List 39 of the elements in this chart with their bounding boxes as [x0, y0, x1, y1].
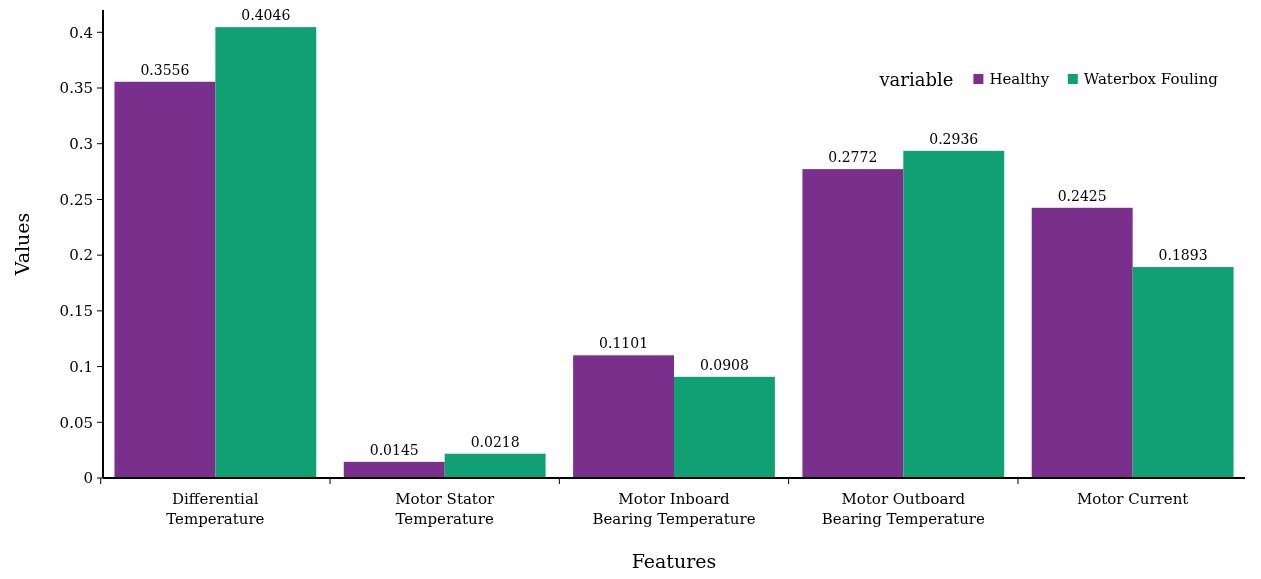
y-tick-label: 0.35 [59, 79, 93, 98]
bar [903, 150, 1005, 478]
data-label: 0.4046 [241, 7, 291, 24]
legend-label: Waterbox Fouling [1083, 70, 1219, 88]
y-tick-label: 0.1 [69, 357, 93, 376]
bar [215, 27, 317, 478]
x-tick-label: Motor Outboard Bearing Temperature [821, 490, 985, 528]
y-tick-label: 0.25 [59, 190, 93, 209]
y-axis-title: Values [11, 212, 33, 277]
legend-title: variable [878, 69, 954, 90]
y-tick-label: 0.3 [69, 134, 93, 153]
bar [674, 376, 775, 478]
data-label: 0.1101 [599, 335, 649, 352]
x-tick-label: Motor Stator Temperature [395, 490, 495, 528]
bar [114, 81, 216, 478]
data-label: 0.0218 [470, 433, 520, 450]
data-label: 0.1893 [1158, 247, 1208, 264]
bar [1031, 207, 1133, 478]
y-tick-label: 0.2 [69, 246, 93, 265]
data-label: 0.2772 [828, 149, 878, 166]
x-tick-label: Motor Inboard Bearing Temperature [592, 490, 756, 528]
legend-label: Healthy [989, 70, 1050, 88]
bar [444, 453, 546, 478]
y-tick-label: 0 [83, 469, 93, 488]
bar [1132, 267, 1234, 478]
x-axis-title: Features [631, 550, 717, 572]
bar [802, 169, 904, 478]
data-label: 0.2425 [1057, 187, 1107, 204]
bar [343, 461, 445, 478]
data-label: 0.0908 [699, 356, 749, 373]
data-label: 0.2936 [929, 130, 979, 147]
y-tick-label: 0.15 [59, 302, 93, 321]
bar [573, 355, 674, 478]
y-tick-label: 0.4 [69, 23, 93, 42]
x-tick-label: Differential Temperature [166, 490, 265, 528]
y-tick-label: 0.05 [59, 413, 93, 432]
x-tick-label: Motor Current [1076, 490, 1189, 508]
data-label: 0.3556 [140, 61, 190, 78]
data-label: 0.0145 [369, 441, 419, 458]
